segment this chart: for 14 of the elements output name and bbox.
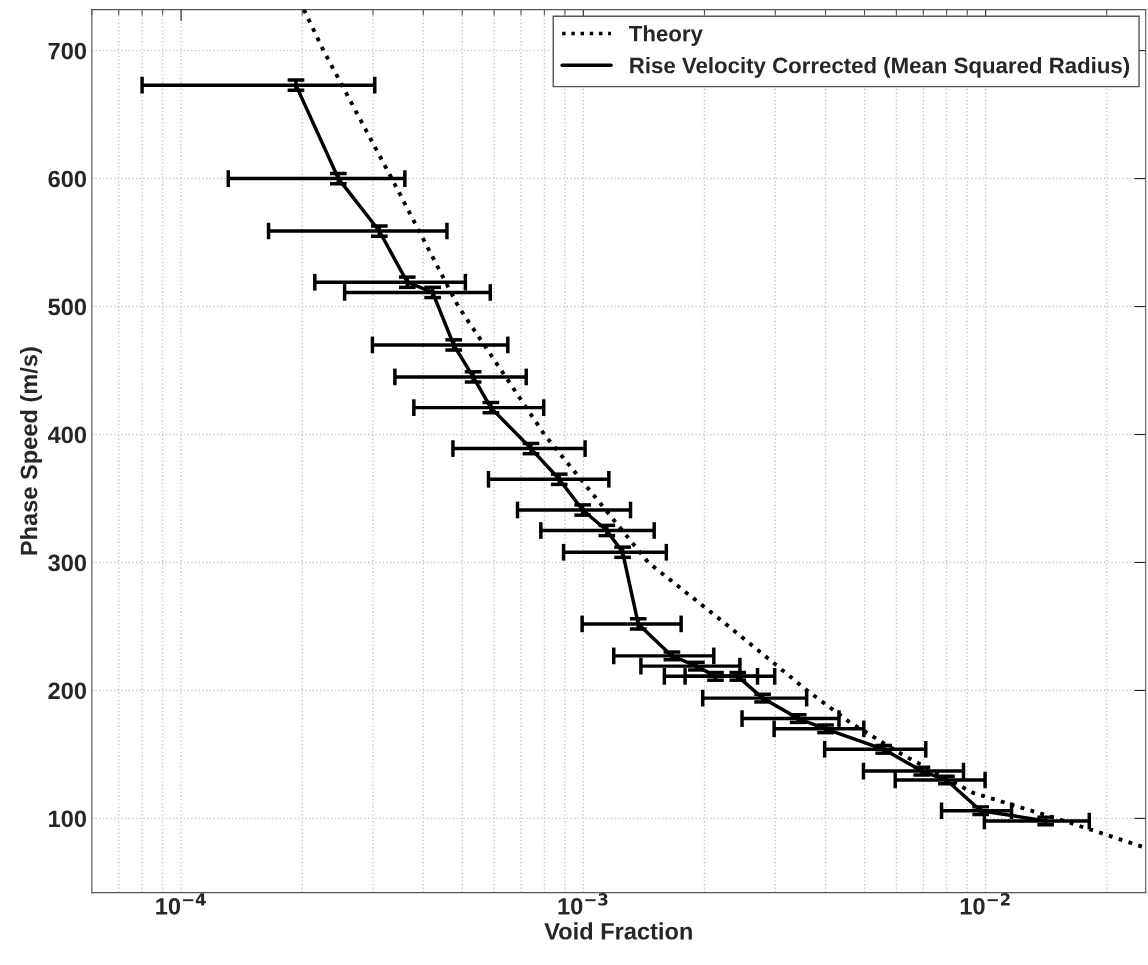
y-tick-label: 600 bbox=[48, 170, 87, 188]
x-tick-label: 10$^{−3}$ bbox=[558, 893, 608, 915]
y-tick-label: 300 bbox=[48, 554, 87, 572]
y-tick-label: 100 bbox=[49, 810, 87, 828]
x-tick-label: 10$^{−2}$ bbox=[960, 893, 1010, 915]
x-axis-title: Void Fraction bbox=[544, 922, 692, 940]
x-tick-label: 10$^{−4}$ bbox=[156, 893, 206, 915]
y-tick-label: 400 bbox=[47, 426, 87, 444]
y-tick-label: 500 bbox=[48, 298, 87, 316]
y-tick-label: 200 bbox=[48, 682, 87, 700]
y-tick-label: 700 bbox=[48, 42, 87, 60]
legend-label: Theory bbox=[629, 25, 703, 46]
legend-label: Rise Velocity Corrected (Mean Squared Radius) bbox=[630, 57, 1130, 78]
y-axis-title: Phase Speed (m/s) bbox=[20, 347, 43, 555]
